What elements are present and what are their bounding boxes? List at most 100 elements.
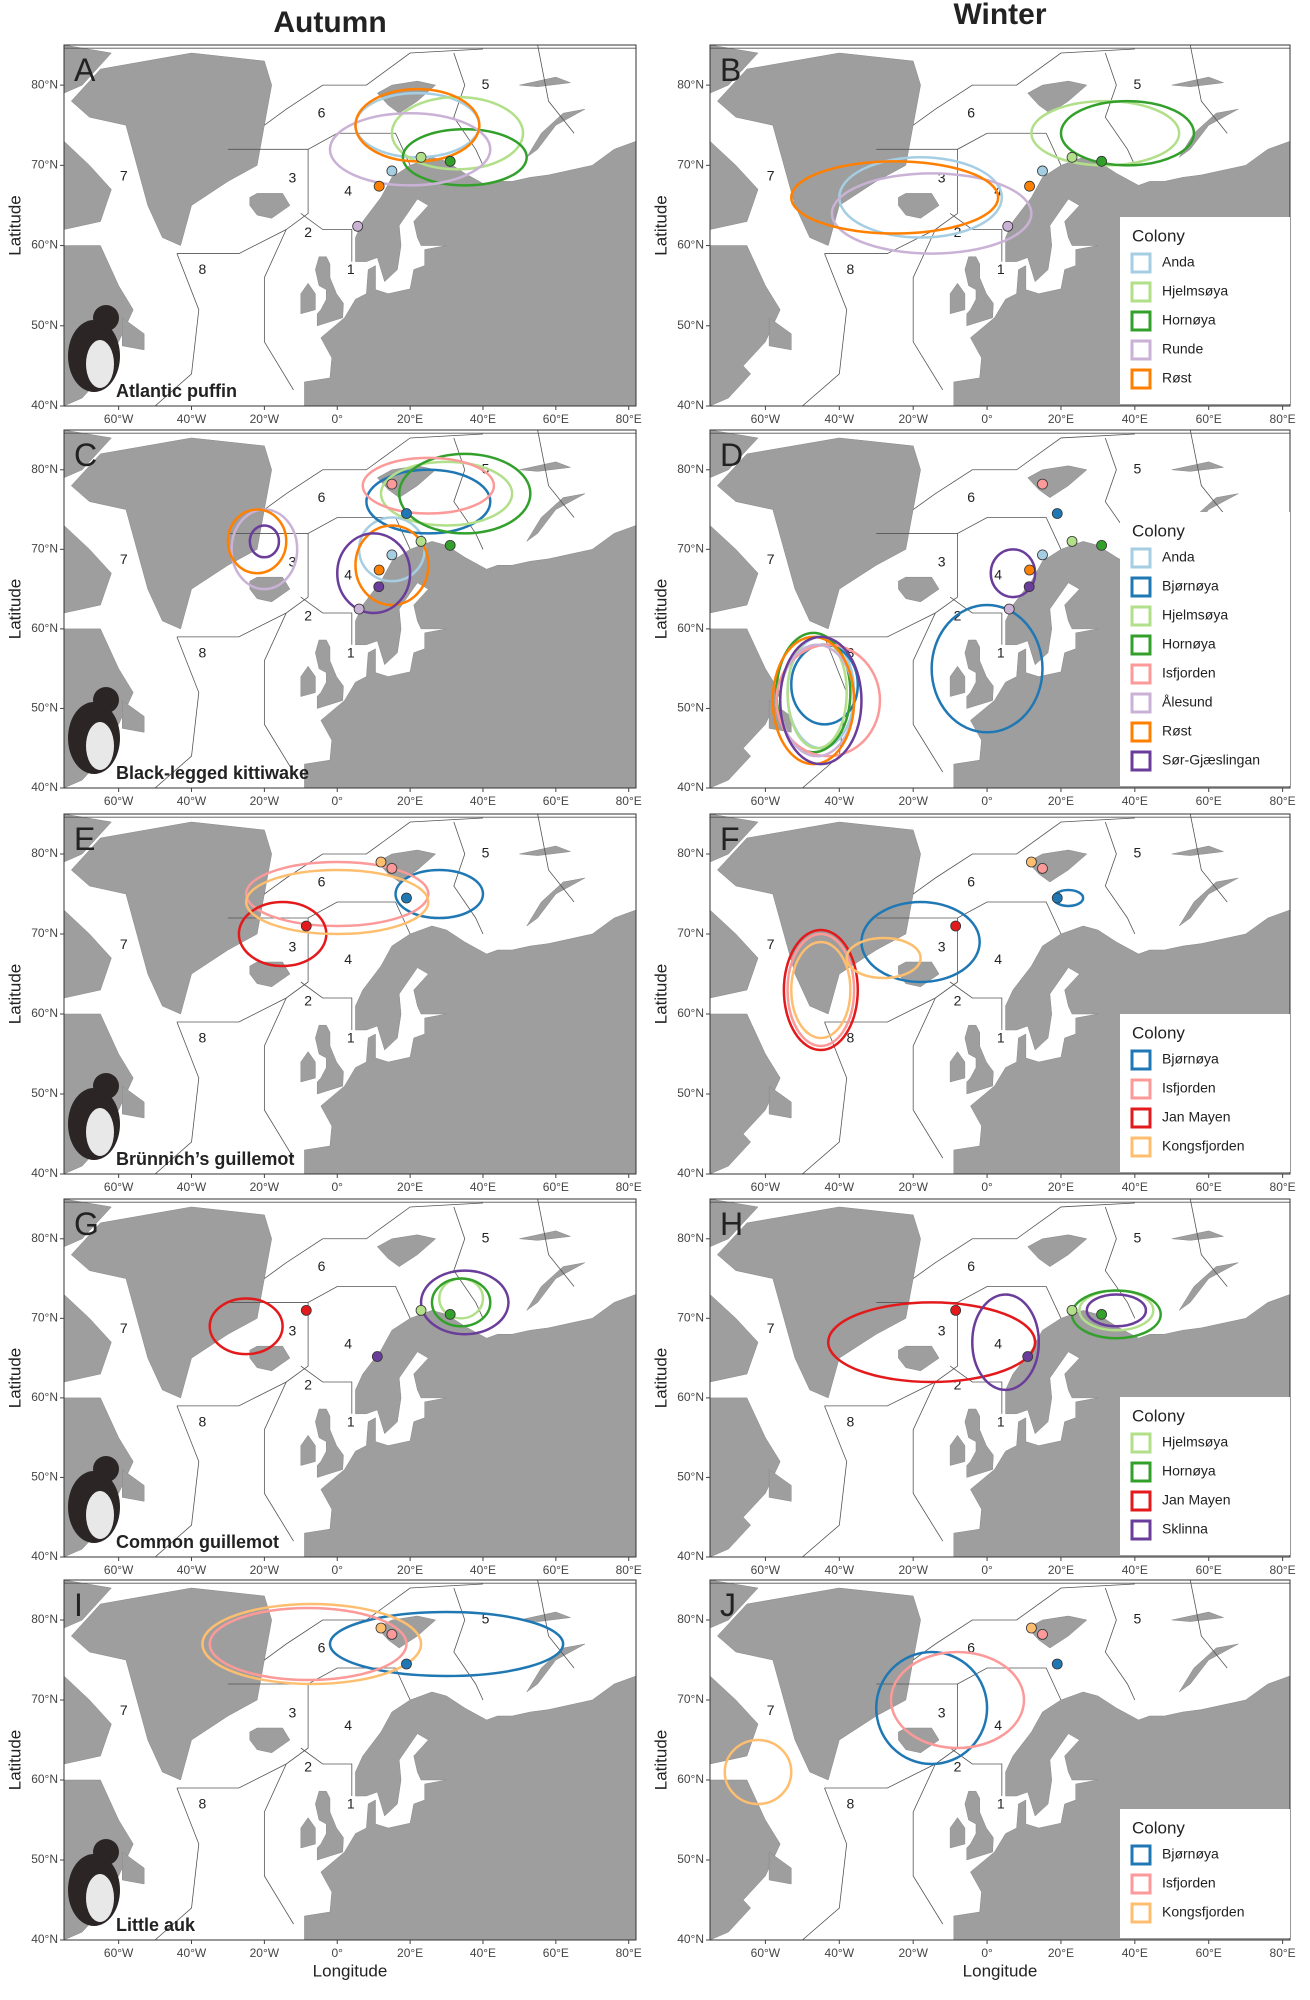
zone-label: 1 bbox=[997, 1413, 1005, 1429]
land bbox=[1027, 80, 1088, 114]
land bbox=[300, 282, 316, 315]
lon-tick-label: 20°W bbox=[898, 794, 928, 808]
range-contour bbox=[1059, 99, 1196, 167]
zone-label: 7 bbox=[120, 1702, 128, 1718]
column-heading: Winter bbox=[953, 0, 1046, 31]
legend-label: Runde bbox=[1162, 341, 1203, 357]
lat-tick-label: 50°N bbox=[677, 701, 704, 715]
y-axis-title: Latitude bbox=[651, 1730, 670, 1791]
panel-frame bbox=[63, 44, 637, 407]
zone-label: 8 bbox=[199, 1030, 207, 1046]
legend: Colony Bjørnøya Isfjorden Jan Mayen Kongsfjo… bbox=[1120, 1014, 1290, 1172]
zone-label: 5 bbox=[1134, 76, 1142, 92]
lat-tick-label: 60°N bbox=[677, 1772, 704, 1786]
zone-label: 2 bbox=[304, 1759, 312, 1775]
range-contour bbox=[397, 452, 532, 535]
zone-label: 1 bbox=[347, 1413, 355, 1429]
lon-tick-label: 0° bbox=[332, 1180, 344, 1194]
legend-swatch bbox=[1130, 281, 1152, 303]
panel-letter: J bbox=[720, 1587, 736, 1623]
lon-tick-label: 40°W bbox=[825, 794, 855, 808]
legend-label: Sklinna bbox=[1162, 1521, 1208, 1537]
land bbox=[949, 1434, 966, 1466]
land bbox=[717, 1587, 921, 1781]
zone-label: 8 bbox=[846, 1030, 854, 1046]
range-contour bbox=[394, 868, 485, 920]
lon-tick-label: 40°E bbox=[470, 1180, 496, 1194]
legend-swatch bbox=[1130, 721, 1152, 743]
lon-tick-label: 60°E bbox=[1196, 794, 1222, 808]
lon-tick-label: 40°E bbox=[1122, 794, 1148, 808]
species-label: Black-legged kittiwake bbox=[116, 763, 309, 783]
land bbox=[1027, 465, 1088, 498]
zone-label: 6 bbox=[318, 1258, 326, 1274]
range-contour bbox=[379, 460, 514, 527]
land bbox=[70, 1587, 272, 1781]
lon-tick-label: 60°W bbox=[104, 1563, 134, 1577]
legend-label: Hjelmsøya bbox=[1162, 283, 1228, 299]
land bbox=[898, 193, 940, 219]
range-contour bbox=[989, 548, 1037, 599]
legend-label: Bjørnøya bbox=[1162, 1846, 1219, 1862]
land bbox=[122, 1851, 145, 1885]
lon-tick-label: 60°E bbox=[1196, 412, 1222, 426]
legend-swatch bbox=[1130, 1107, 1152, 1129]
zone-boundary bbox=[264, 433, 484, 510]
range-contour bbox=[826, 1301, 1037, 1384]
land bbox=[964, 639, 994, 709]
lat-tick-label: 80°N bbox=[31, 1612, 58, 1626]
zone-label: 5 bbox=[482, 845, 490, 861]
land bbox=[964, 256, 994, 327]
panel-letter: C bbox=[74, 437, 97, 473]
zone-label: 2 bbox=[304, 993, 312, 1009]
colony-point bbox=[1003, 603, 1015, 615]
legend-swatch bbox=[1130, 576, 1152, 598]
lon-tick-label: 40°W bbox=[825, 1563, 855, 1577]
land bbox=[898, 1345, 940, 1372]
zone-boundary bbox=[912, 997, 944, 1159]
land bbox=[949, 282, 966, 315]
zone-label: 5 bbox=[482, 76, 490, 92]
land bbox=[64, 814, 112, 863]
y-axis-title: Latitude bbox=[5, 1730, 24, 1791]
land bbox=[717, 1206, 921, 1399]
colony-point bbox=[1037, 549, 1048, 561]
zone-boundary bbox=[802, 1405, 848, 1557]
zone-boundary bbox=[154, 636, 200, 788]
zone-boundary bbox=[227, 132, 411, 166]
lon-tick-label: 80°E bbox=[616, 1563, 642, 1577]
zone-label: 7 bbox=[767, 551, 775, 567]
legend-label: Hjelmsøya bbox=[1162, 607, 1228, 623]
zone-boundary bbox=[154, 253, 200, 406]
legend-swatch bbox=[1130, 368, 1152, 390]
lon-tick-label: 60°W bbox=[104, 412, 134, 426]
legend-swatch bbox=[1130, 252, 1152, 274]
colony-point bbox=[1037, 863, 1048, 874]
zone-boundary bbox=[227, 1286, 411, 1319]
colony-point bbox=[1066, 1304, 1078, 1316]
range-contour bbox=[361, 456, 496, 515]
lat-tick-label: 60°N bbox=[31, 1772, 58, 1786]
range-contour bbox=[244, 860, 430, 928]
lat-tick-label: 70°N bbox=[677, 158, 704, 172]
zone-label: 6 bbox=[967, 105, 975, 121]
land bbox=[304, 141, 636, 406]
y-axis-title: Latitude bbox=[5, 1348, 24, 1409]
zone-label: 5 bbox=[1134, 1611, 1142, 1627]
lon-tick-label: 40°W bbox=[825, 412, 855, 426]
zone-boundary bbox=[263, 612, 294, 773]
zone-label: 2 bbox=[954, 993, 962, 1009]
land bbox=[710, 814, 759, 863]
colony-point bbox=[373, 180, 385, 192]
zone-boundary bbox=[263, 229, 294, 391]
zone-boundary bbox=[1104, 821, 1136, 935]
legend-swatch bbox=[1130, 692, 1152, 714]
land bbox=[70, 52, 272, 246]
legend: Colony Anda Hjelmsøya Hornøya Runde Røst bbox=[1120, 217, 1290, 404]
colony-point bbox=[373, 564, 385, 576]
lat-tick-label: 80°N bbox=[677, 1612, 704, 1626]
zone-label: 2 bbox=[304, 608, 312, 624]
colony-point bbox=[1002, 220, 1014, 232]
zone-label: 6 bbox=[967, 874, 975, 890]
lon-tick-label: 20°W bbox=[898, 1563, 928, 1577]
